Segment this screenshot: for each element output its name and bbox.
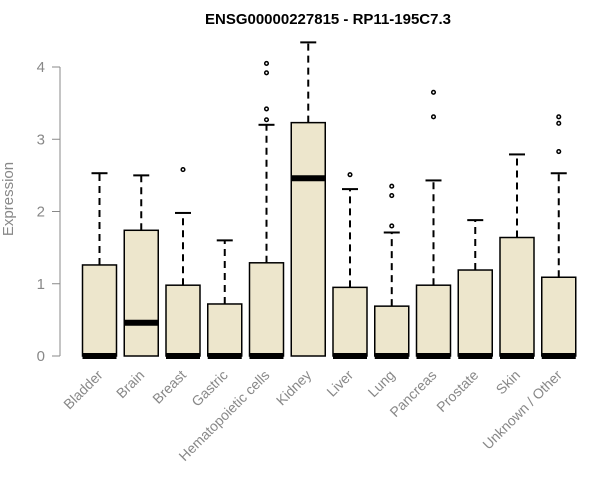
y-tick-label: 1 [37,276,45,293]
box-prostate [457,219,493,359]
box-body [541,276,577,357]
outlier-point [263,60,270,66]
box-pancreas [415,89,452,359]
y-axis: 0 1 2 3 4 [37,59,61,365]
box-body [457,269,493,357]
box-lung [374,183,410,359]
outlier-point [263,70,270,76]
y-tick-label: 2 [37,204,45,221]
x-category-label: Bladder [60,367,106,413]
outlier-point [389,223,395,229]
y-tick-label: 3 [37,131,45,148]
x-category-label: Unknown / Other [479,367,565,453]
x-category-label: Skin [493,367,524,398]
y-tick-label: 4 [37,59,45,76]
box-body [415,284,452,357]
outlier-point [347,172,353,178]
outlier-point [389,193,395,199]
box-body [374,305,410,357]
outlier-point [389,183,395,189]
box-brain [123,174,159,357]
x-category-label: Prostate [433,367,481,415]
box-breast [165,167,201,359]
box-body [499,236,535,357]
x-category-label: Breast [149,367,189,407]
x-category-label: Brain [113,367,147,401]
box-gastric [207,239,243,359]
box-body [332,286,368,357]
box-liver [332,172,368,359]
box-bladder [81,172,118,359]
x-category-label: Kidney [273,367,315,409]
outlier-point [430,89,437,95]
box-skin [499,153,535,359]
box-body [248,262,285,357]
box-unknown-other [541,114,577,359]
box-body [81,264,118,357]
box-body [290,121,326,357]
outlier-point [263,106,270,112]
box-series [81,41,577,359]
outlier-point [556,114,562,120]
outlier-point [556,148,562,155]
x-category-label: Lung [365,367,398,400]
x-category-label: Liver [323,367,356,400]
outlier-point [263,117,270,123]
y-axis-label: Expression [0,162,17,236]
chart-title: ENSG00000227815 - RP11-195C7.3 [205,11,451,28]
box-body [207,303,243,357]
box-body [165,284,201,357]
box-body [123,229,159,357]
outlier-point [180,167,186,173]
box-hematopoietic-cells [248,60,285,359]
y-tick-label: 0 [37,348,45,365]
outlier-point [430,114,437,120]
outlier-point [556,120,562,126]
box-kidney [290,41,326,357]
